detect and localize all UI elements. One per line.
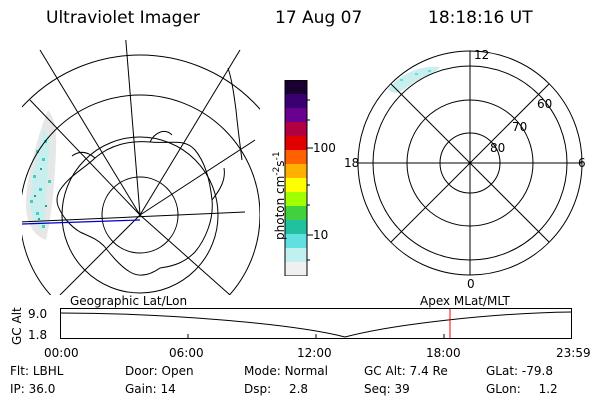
colorbar-stripe: [285, 94, 307, 109]
instrument-title: Ultraviolet Imager: [46, 8, 200, 28]
observation-date: 17 Aug 07: [275, 8, 363, 28]
colorbar: [284, 80, 313, 276]
colorbar-gradient: [285, 80, 307, 276]
colorbar-stripe: [285, 178, 307, 193]
mode-info: Mode: Normal: [244, 364, 328, 378]
seq-info: Seq: 39: [364, 382, 410, 396]
mlt-label-0: 0: [467, 277, 475, 291]
alt-xticks: [187, 334, 445, 338]
glat-info: GLat: -79.8: [486, 364, 553, 378]
terminator-line: [22, 219, 141, 225]
alt-curve: [60, 311, 573, 338]
ip-info: IP: 36.0: [10, 382, 56, 396]
apex-label: Apex MLat/MLT: [420, 294, 510, 308]
mlt-label-12: 12: [474, 48, 490, 62]
observation-time: 18:18:16 UT: [428, 8, 533, 28]
aurora-emission: [25, 110, 57, 240]
colorbar-stripe: [285, 234, 307, 249]
gc-alt-info: GC Alt: 7.4 Re: [364, 364, 448, 378]
alt-ytick-bottom: 1.8: [28, 328, 48, 342]
polar-aurora: [388, 66, 440, 93]
geographic-label: Geographic Lat/Lon: [70, 294, 188, 308]
filter-info: Flt: LBHL: [10, 364, 64, 378]
altitude-plot: [60, 308, 573, 339]
meridian-lines: [22, 40, 256, 295]
gain-info: Gain: 14: [125, 382, 176, 396]
dsp-info: Dsp: 2.8: [244, 382, 309, 396]
mlat-label-80: 80: [490, 141, 506, 155]
colorbar-ticks: [307, 99, 313, 261]
colorbar-stripe: [285, 220, 307, 235]
colorbar-unit-label: photon cm-2s-1: [272, 151, 287, 240]
glon-info: GLon: 1.2: [486, 382, 558, 396]
colorbar-stripe: [285, 192, 307, 207]
door-info: Door: Open: [125, 364, 194, 378]
mlt-label-18: 18: [344, 156, 360, 170]
mlat-label-70: 70: [512, 120, 528, 134]
mlt-label-6: 6: [578, 156, 586, 170]
alt-xtick-0: 00:00: [44, 346, 79, 360]
alt-xtick-4: 23:59: [556, 346, 591, 360]
colorbar-stripe: [285, 206, 307, 221]
colorbar-stripe: [285, 136, 307, 151]
colorbar-stripe: [285, 262, 307, 276]
colorbar-stripe: [285, 80, 307, 95]
alt-xtick-3: 18:00: [426, 346, 461, 360]
mlat-label-60: 60: [537, 97, 553, 111]
alt-xtick-1: 06:00: [169, 346, 204, 360]
colorbar-stripe: [285, 248, 307, 263]
alt-xtick-2: 12:00: [297, 346, 332, 360]
geographic-map: [22, 40, 260, 295]
alt-ytick-top: 9.0: [28, 307, 48, 321]
colorbar-stripe: [285, 122, 307, 137]
antarctica-outline: [56, 141, 213, 276]
alt-plot-ylabel: GC Alt: [10, 307, 24, 345]
polar-spokes: [358, 51, 582, 275]
colorbar-stripe: [285, 108, 307, 123]
colorbar-tick-100: 100: [313, 141, 336, 155]
colorbar-stripe: [285, 164, 307, 179]
magnetic-polar-plot: [357, 50, 583, 276]
colorbar-stripe: [285, 150, 307, 165]
colorbar-tick-10: 10: [313, 228, 329, 242]
